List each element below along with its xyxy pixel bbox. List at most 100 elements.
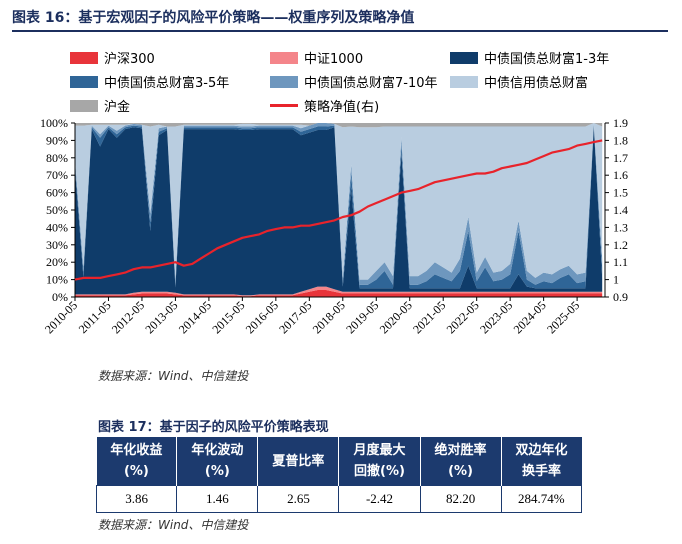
table-header-cell: 年化波动 (%) [176, 437, 259, 486]
table-cell: 3.86 [95, 485, 178, 513]
table-header-cell: 月度最大回撤(%) [338, 437, 421, 486]
y-right-tick-label: 1.6 [613, 168, 628, 182]
table-header-text: (%) [448, 464, 474, 479]
table-header-text: 年化收益 [110, 443, 163, 458]
table-header-cell: 夏普比率 [257, 437, 340, 486]
x-tick-label: 2016-05 [243, 298, 281, 336]
table-header-text: 夏普比率 [272, 453, 325, 469]
x-tick-label: 2022-05 [444, 298, 482, 336]
y-left-tick-label: 30% [46, 238, 68, 252]
table-cell: 82.20 [419, 485, 502, 513]
legend-line-swatch [270, 104, 298, 107]
x-tick-label: 2011-05 [76, 298, 114, 336]
table-row: 3.86 1.46 2.65 -2.42 82.20 284.74% [95, 485, 583, 513]
legend-swatch [70, 75, 98, 88]
y-right-tick-label: 1.2 [613, 238, 628, 252]
legend-swatch [450, 75, 478, 88]
legend-swatch [70, 51, 98, 64]
area-series-1 [75, 286, 603, 297]
legend-label: 策略净值(右) [304, 100, 380, 115]
area-series-6 [75, 123, 603, 128]
table-header-text: 绝对胜率 [434, 443, 487, 458]
legend-item: 中债国债总财富7-10年 [270, 72, 438, 91]
area-series-4 [75, 123, 603, 285]
legend-label: 沪金 [104, 100, 131, 115]
table-title: 图表 17：基于因子的风险平价策略表现 [98, 420, 329, 435]
table-cell: 284.74% [500, 485, 583, 513]
x-tick-label: 2024-05 [511, 298, 549, 336]
weights-nav-chart: 0% 10% 20% 30% 40% 50% 60% 70% 80% 90% 100% 0.9 1 1.1… [40, 116, 628, 336]
y-left-tick-label: 50% [46, 203, 68, 217]
y-left-tick-label: 60% [46, 186, 68, 200]
table-cell: -2.42 [338, 485, 421, 513]
x-tick-label: 2025-05 [544, 298, 582, 336]
y-right-tick-label: 1.4 [613, 203, 628, 217]
legend-item: 沪深300 [70, 48, 155, 67]
legend-label: 中债信用债总财富 [484, 76, 589, 91]
area-series-0 [75, 290, 603, 297]
area-series-2 [75, 126, 603, 296]
x-tick-label: 2014-05 [176, 298, 214, 336]
table-header-text: 月度最大 [353, 443, 406, 458]
legend-swatch [70, 99, 98, 112]
legend-label: 中债国债总财富1-3年 [484, 52, 610, 67]
y-right-tick-label: 1.3 [613, 220, 628, 234]
table-cell: 2.65 [257, 485, 340, 513]
y-left-tick-label: 70% [46, 168, 68, 182]
y-left-tick-label: 0% [52, 290, 68, 304]
y-left-tick-label: 90% [46, 133, 68, 147]
x-tick-label: 2020-05 [377, 298, 415, 336]
x-tick-label: 2019-05 [343, 298, 381, 336]
legend-item: 中债国债总财富3-5年 [70, 72, 229, 91]
y-left-tick-label: 80% [46, 151, 68, 165]
nav-line [74, 139, 603, 281]
table-header-row: 年化收益 (%) 年化波动 (%) 夏普比率 月度最大 回撤(%) 绝对胜率 (%) 双边年化 换手… [96, 437, 582, 486]
table-header-cell: 双边年化 换手率 [501, 437, 582, 486]
table-header-cell: 绝对胜率 (%) [420, 437, 502, 486]
x-tick-label: 2017-05 [276, 298, 314, 336]
x-tick-label: 2012-05 [109, 298, 147, 336]
table-body: 3.86 1.46 2.65 -2.42 82.20 284.74% [95, 485, 583, 513]
table-header-text: 双边年化 [515, 443, 568, 458]
table-cell: 1.46 [176, 485, 259, 513]
y-right-tick-label: 1.7 [613, 151, 628, 165]
area-series-5 [75, 123, 603, 280]
legend-item: 中债国债总财富1-3年 [450, 48, 609, 67]
y-right-tick-label: 0.9 [613, 290, 628, 304]
legend-label: 中证1000 [304, 52, 364, 67]
table-header-text: (%) [204, 464, 230, 479]
table-header-cell: 年化收益 (%) [96, 437, 178, 486]
area-series-3 [75, 124, 603, 289]
y-right-tick-label: 1.1 [613, 255, 628, 269]
x-tick-label: 2015-05 [209, 298, 247, 336]
legend-swatch [270, 51, 298, 64]
x-tick-label: 2021-05 [410, 298, 448, 336]
table-header-text: 回撤(%) [354, 464, 405, 479]
y-left-tick-label: 10% [46, 273, 68, 287]
title-divider [12, 30, 668, 32]
table-header-text: 年化波动 [191, 443, 244, 458]
y-right-tick-label: 1.9 [613, 116, 628, 130]
table-header-text: 换手率 [522, 464, 562, 479]
x-tick-label: 2018-05 [310, 298, 348, 336]
y-left-tick-label: 40% [46, 220, 68, 234]
table-source: 数据来源：Wind、中信建投 [98, 518, 249, 532]
x-tick-label: 2023-05 [477, 298, 515, 336]
legend-label: 中债国债总财富3-5年 [104, 76, 230, 91]
legend-item: 中证1000 [270, 48, 363, 67]
y-right-tick-label: 1 [613, 273, 619, 287]
y-left-tick-label: 100% [40, 116, 68, 130]
figure-source: 数据来源：Wind、中信建投 [98, 369, 249, 383]
table-header-text: (%) [123, 464, 149, 479]
y-right-tick-label: 1.5 [613, 186, 628, 200]
figure-title: 图表 16：基于宏观因子的风险平价策略——权重序列及策略净值 [12, 10, 415, 26]
legend-item: 中债信用债总财富 [450, 72, 588, 91]
legend-swatch [450, 51, 478, 64]
legend-item: 策略净值(右) [270, 96, 379, 115]
performance-table: 年化收益 (%) 年化波动 (%) 夏普比率 月度最大 回撤(%) 绝对胜率 (%) 双边年化 换手… [95, 437, 583, 513]
legend-swatch [270, 75, 298, 88]
legend-label: 中债国债总财富7-10年 [304, 76, 438, 91]
x-tick-label: 2013-05 [142, 298, 180, 336]
y-left-tick-label: 20% [46, 255, 68, 269]
legend-label: 沪深300 [104, 52, 155, 67]
